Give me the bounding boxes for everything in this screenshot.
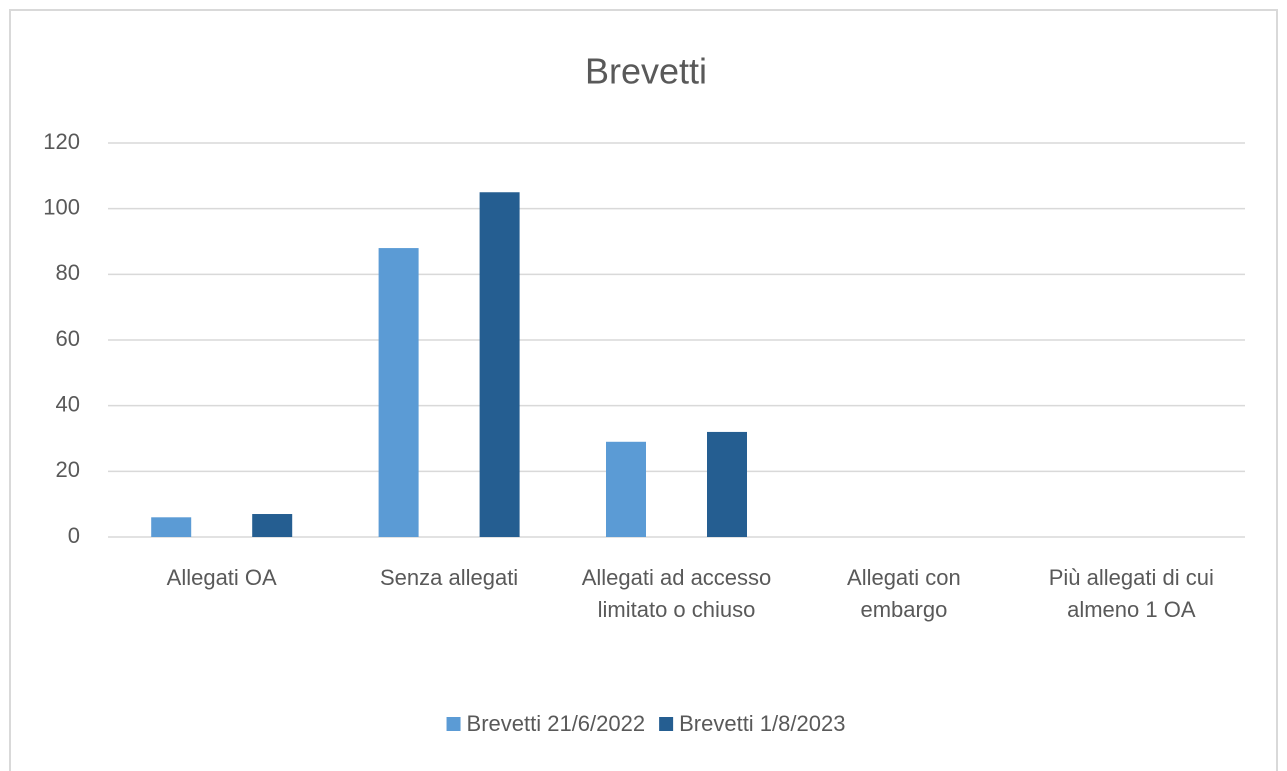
chart-frame: [9, 9, 1278, 771]
legend-swatch: [659, 717, 674, 731]
legend-label: Brevetti 21/6/2022: [467, 711, 646, 736]
x-tick-label: Più allegati di cui almeno 1 OA: [1048, 565, 1214, 622]
bar: [378, 248, 419, 538]
legend-swatch: [446, 717, 461, 731]
y-tick-label: 20: [56, 457, 80, 482]
x-tick-label: Senza allegati: [379, 565, 519, 590]
x-tick-label: Allegati ad accesso limitato o chiuso: [581, 565, 772, 622]
y-tick-label: 100: [43, 194, 80, 219]
bar: [479, 192, 520, 537]
bar: [151, 517, 192, 537]
y-tick-label: 60: [56, 326, 80, 351]
x-tick-label: Allegati con embargo: [847, 565, 961, 622]
chart-title: Brevetti: [585, 51, 707, 92]
y-tick-label: 120: [43, 129, 80, 154]
bar: [252, 514, 293, 537]
bar: [707, 431, 747, 537]
x-tick-label: Allegati OA: [166, 565, 277, 590]
bar: [606, 441, 646, 537]
legend-label: Brevetti 1/8/2023: [679, 711, 845, 736]
y-tick-label: 80: [56, 260, 80, 285]
y-tick-label: 40: [56, 391, 80, 416]
y-tick-label: 0: [68, 523, 80, 548]
